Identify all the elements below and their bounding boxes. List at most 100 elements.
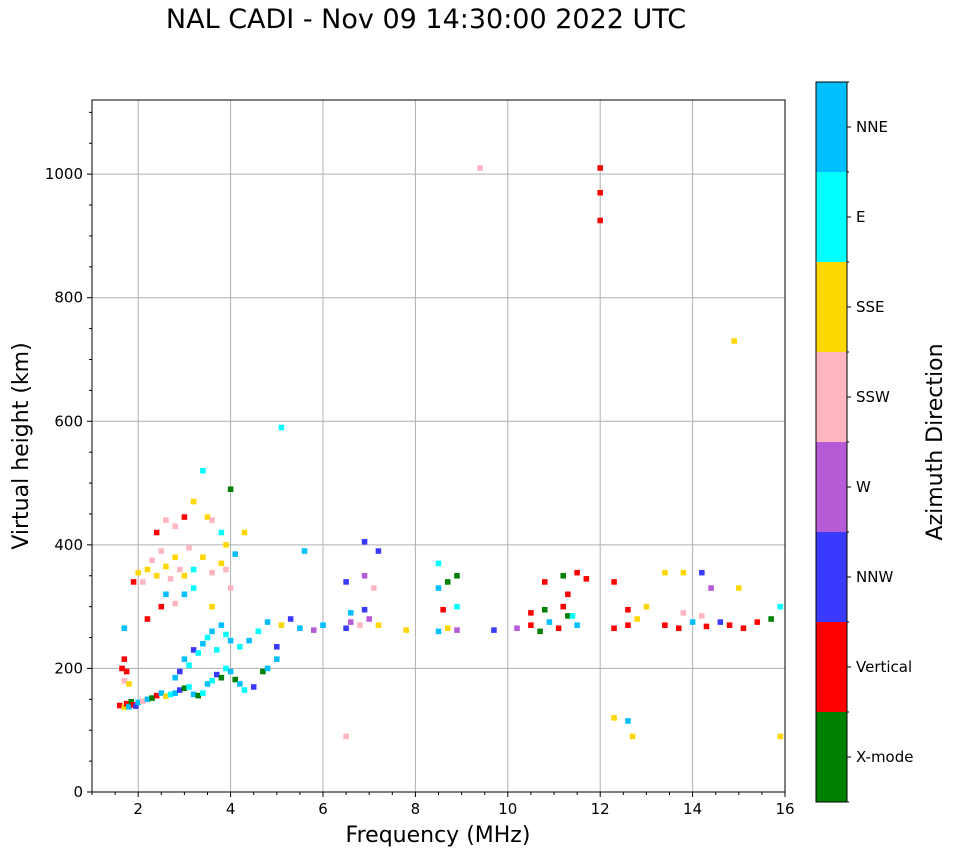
data-point — [454, 603, 460, 610]
y-tick-label: 1000 — [45, 165, 83, 183]
data-point — [135, 699, 141, 706]
data-point — [371, 585, 377, 591]
x-tick-label: 2 — [133, 800, 143, 818]
colorbar-frame — [815, 81, 848, 803]
data-point — [121, 704, 128, 711]
data-point — [444, 579, 451, 585]
data-point — [140, 698, 146, 704]
data-point — [699, 613, 705, 619]
x-tick-label: 12 — [591, 800, 610, 818]
data-point — [435, 560, 442, 567]
data-point — [477, 165, 483, 171]
data-point — [209, 603, 215, 610]
data-point — [264, 665, 271, 672]
x-tick-label: 14 — [683, 800, 702, 818]
data-point — [223, 631, 229, 638]
data-point — [736, 585, 742, 591]
data-point — [435, 585, 442, 591]
data-point — [158, 690, 165, 696]
data-point — [375, 622, 382, 628]
y-tick-label: 600 — [54, 412, 83, 430]
data-point — [717, 619, 724, 625]
colorbar-swatch — [816, 622, 847, 712]
data-point — [555, 625, 562, 632]
data-point — [528, 622, 534, 628]
data-point — [227, 585, 234, 591]
data-point — [768, 616, 774, 622]
data-point — [200, 554, 206, 560]
data-point — [361, 606, 368, 613]
data-point — [597, 189, 603, 196]
data-point — [255, 628, 262, 635]
data-point — [181, 514, 188, 520]
y-axis: 0 200 400 600 800 1000 — [45, 111, 92, 801]
data-point — [153, 572, 160, 579]
data-point — [246, 637, 252, 644]
data-point — [153, 692, 160, 699]
data-point — [167, 691, 174, 698]
data-point — [190, 691, 197, 698]
data-point — [777, 733, 784, 740]
data-point — [140, 579, 146, 585]
data-point — [278, 622, 285, 628]
data-point — [172, 600, 178, 607]
data-point — [454, 627, 460, 633]
colorbar-tick-label: SSE — [856, 298, 885, 316]
data-point — [274, 644, 280, 650]
data-point — [213, 647, 220, 653]
data-point — [237, 644, 243, 650]
data-point — [680, 569, 687, 576]
data-point — [560, 603, 567, 610]
data-point — [403, 627, 409, 633]
data-point — [153, 529, 160, 536]
data-point — [699, 569, 705, 576]
data-point — [223, 566, 229, 573]
x-tick-label: 16 — [775, 800, 794, 818]
data-point — [172, 554, 178, 560]
data-point — [149, 557, 155, 564]
data-point — [204, 634, 211, 641]
data-point — [274, 656, 280, 662]
data-point — [144, 696, 151, 703]
data-point — [241, 529, 248, 536]
data-point — [611, 625, 617, 632]
data-point — [611, 579, 617, 585]
data-point — [546, 619, 553, 625]
data-point — [163, 693, 169, 700]
data-point — [361, 572, 368, 579]
data-point — [200, 467, 206, 474]
data-point — [209, 569, 215, 576]
data-point — [158, 603, 165, 610]
data-point — [357, 622, 363, 628]
data-point — [190, 498, 197, 505]
data-point — [444, 625, 451, 632]
data-point — [287, 616, 294, 622]
x-axis: 2 4 6 8 10 12 14 16 — [91, 792, 795, 818]
colorbar-swatch — [816, 82, 847, 172]
data-point — [195, 650, 202, 656]
data-point — [172, 690, 178, 696]
data-point — [597, 165, 603, 171]
data-point — [278, 424, 285, 431]
data-point — [135, 569, 141, 576]
data-point — [218, 622, 225, 628]
chart-title: NAL CADI - Nov 09 14:30:00 2022 UTC — [165, 4, 687, 35]
x-tick-label: 6 — [318, 800, 328, 818]
data-point — [740, 625, 747, 632]
data-point — [218, 529, 225, 536]
data-point — [375, 548, 382, 554]
data-point — [731, 338, 737, 344]
colorbar-tick-label: W — [856, 478, 871, 496]
data-point — [177, 566, 183, 573]
data-point — [144, 616, 151, 622]
colorbar-tick-label: NNE — [856, 118, 888, 136]
data-point — [227, 668, 234, 675]
data-point — [260, 668, 266, 675]
data-point — [347, 610, 354, 616]
data-point — [611, 715, 617, 721]
data-point — [726, 622, 733, 628]
data-point — [574, 569, 580, 576]
data-point — [123, 700, 130, 707]
y-tick-label: 400 — [54, 536, 83, 554]
